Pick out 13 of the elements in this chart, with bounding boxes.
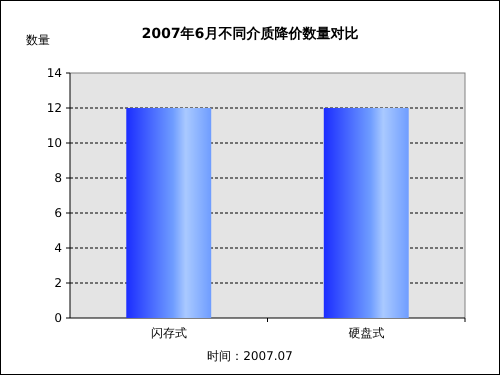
y-tick-label: 12 bbox=[46, 101, 62, 115]
y-tick-label: 14 bbox=[46, 66, 62, 80]
y-tick-label: 4 bbox=[54, 241, 62, 255]
y-tick-label: 8 bbox=[54, 171, 62, 185]
chart-title: 2007年6月不同介质降价数量对比 bbox=[142, 25, 358, 42]
text: 时间：2007.07 bbox=[207, 349, 293, 363]
x-tick-label: 硬盘式 bbox=[348, 326, 384, 340]
y-tick-label: 6 bbox=[54, 206, 62, 220]
y-axis-title: 数量 bbox=[26, 33, 50, 47]
y-tick-label: 2 bbox=[54, 276, 62, 290]
x-tick-label: 闪存式 bbox=[150, 326, 187, 340]
y-tick-label: 10 bbox=[46, 136, 62, 150]
y-tick-label: 0 bbox=[54, 311, 62, 325]
